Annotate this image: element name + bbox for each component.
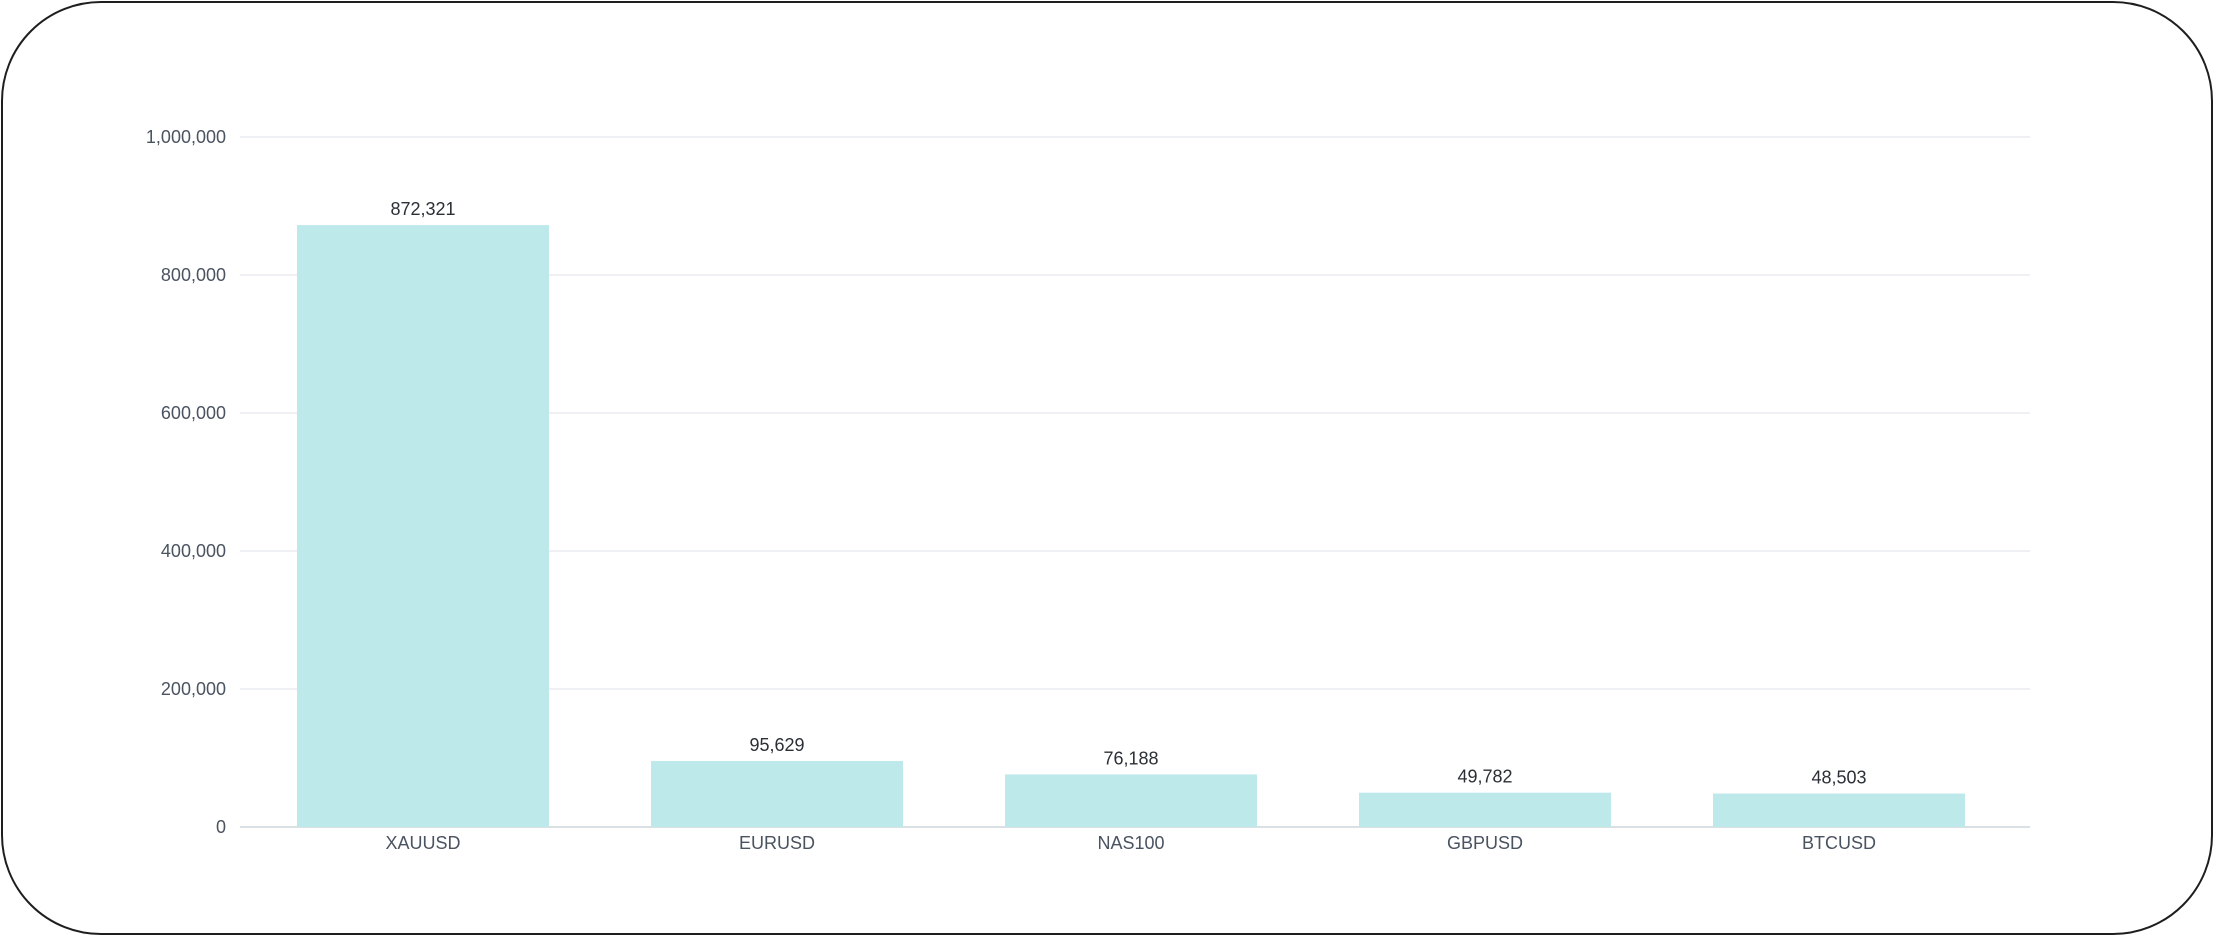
x-tick-label: EURUSD xyxy=(739,833,815,853)
bar-xauusd[interactable] xyxy=(297,225,549,827)
y-tick-label: 800,000 xyxy=(161,265,226,285)
data-label: 872,321 xyxy=(390,199,455,219)
y-tick-label: 400,000 xyxy=(161,541,226,561)
labels-layer: 0 200,000 400,000 600,000 800,000 1,000,000 87… xyxy=(146,127,1876,853)
x-tick-label: BTCUSD xyxy=(1802,833,1876,853)
data-label: 49,782 xyxy=(1457,767,1512,787)
bar-gbpusd[interactable] xyxy=(1359,792,1611,827)
bar-eurusd[interactable] xyxy=(651,761,903,827)
bars-layer xyxy=(297,225,1965,827)
data-label: 48,503 xyxy=(1811,768,1866,788)
y-tick-label: 1,000,000 xyxy=(146,127,226,147)
y-tick-label: 200,000 xyxy=(161,679,226,699)
y-tick-label: 600,000 xyxy=(161,403,226,423)
y-tick-label: 0 xyxy=(216,817,226,837)
bar-nas100[interactable] xyxy=(1005,774,1257,827)
x-tick-label: NAS100 xyxy=(1097,833,1164,853)
data-label: 95,629 xyxy=(749,735,804,755)
bar-btcusd[interactable] xyxy=(1713,793,1965,827)
x-tick-label: XAUUSD xyxy=(385,833,460,853)
x-tick-label: GBPUSD xyxy=(1447,833,1523,853)
data-label: 76,188 xyxy=(1103,748,1158,768)
